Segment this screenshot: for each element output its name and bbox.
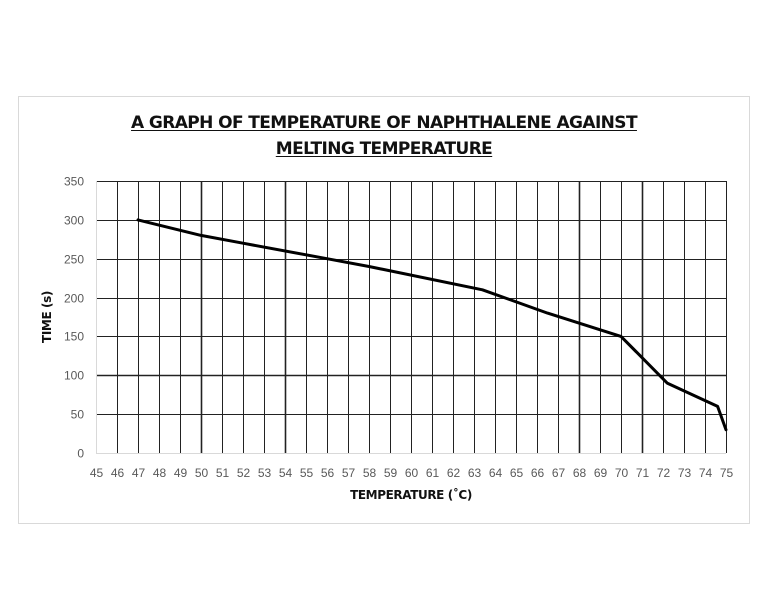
chart-title-line-2: MELTING TEMPERATURE (275, 139, 493, 159)
x-tick-label: 55 (300, 466, 314, 480)
x-tick-label: 57 (342, 466, 356, 480)
y-tick-label: 300 (64, 214, 84, 228)
x-tick-label: 53 (258, 466, 272, 480)
x-tick-label: 51 (216, 466, 230, 480)
x-tick-label: 65 (510, 466, 524, 480)
x-axis-title: TEMPERATURE (˚C) (350, 487, 472, 502)
x-tick-label: 62 (447, 466, 461, 480)
y-tick-label: 150 (64, 330, 84, 344)
x-tick-label: 54 (279, 466, 293, 480)
gridlines (96, 181, 727, 454)
x-tick-label: 61 (426, 466, 440, 480)
x-tick-label: 59 (384, 466, 398, 480)
x-tick-label: 75 (720, 466, 734, 480)
chart-title-line-1: A GRAPH OF TEMPERATURE OF NAPHTHALENE AG… (131, 113, 638, 133)
x-tick-label: 48 (153, 466, 167, 480)
y-axis-title: TIME (s) (40, 291, 54, 343)
x-tick-label: 66 (531, 466, 545, 480)
x-tick-label: 52 (237, 466, 251, 480)
x-tick-label: 60 (405, 466, 419, 480)
x-tick-label: 50 (195, 466, 209, 480)
x-tick-label: 45 (90, 466, 104, 480)
chart-frame (18, 96, 750, 524)
x-tick-label: 67 (552, 466, 566, 480)
y-axis-ticks: 0 50 100 150 200 250 300 350 (64, 175, 84, 461)
x-tick-label: 69 (594, 466, 608, 480)
x-tick-label: 72 (657, 466, 671, 480)
x-tick-label: 71 (636, 466, 650, 480)
data-line (136, 218, 728, 432)
chart-title: A GRAPH OF TEMPERATURE OF NAPHTHALENE AG… (0, 110, 768, 162)
y-tick-label: 0 (77, 447, 84, 461)
x-tick-label: 63 (468, 466, 482, 480)
x-tick-label: 56 (321, 466, 335, 480)
y-tick-label: 50 (71, 408, 85, 422)
x-tick-label: 47 (132, 466, 146, 480)
y-tick-label: 250 (64, 253, 84, 267)
x-tick-label: 70 (615, 466, 629, 480)
x-tick-label: 68 (573, 466, 587, 480)
x-tick-label: 46 (111, 466, 125, 480)
y-tick-label: 350 (64, 175, 84, 189)
x-tick-label: 64 (489, 466, 503, 480)
x-tick-label: 58 (363, 466, 377, 480)
x-tick-label: 73 (678, 466, 692, 480)
x-axis-ticks: 45 46 47 48 49 50 51 52 53 54 55 56 57 58 59 60 61 62 63 64… (90, 466, 734, 480)
y-tick-label: 100 (64, 369, 84, 383)
x-tick-label: 74 (699, 466, 713, 480)
y-tick-label: 200 (64, 292, 84, 306)
x-tick-label: 49 (174, 466, 188, 480)
